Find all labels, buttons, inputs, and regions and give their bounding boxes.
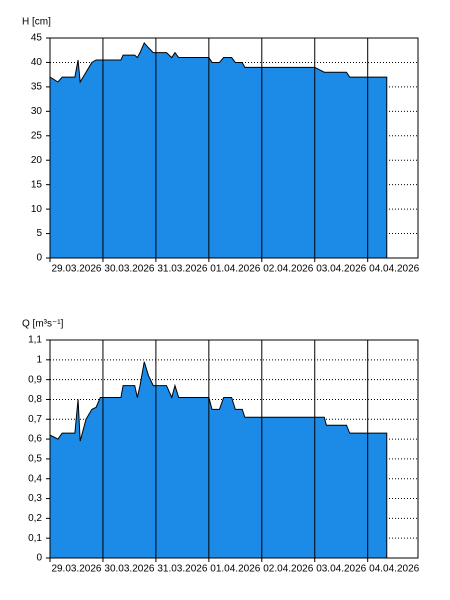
x-tick-label: 02.04.2026 [263,264,313,275]
y-tick-label: 30 [31,106,43,117]
x-tick-label: 29.03.2026 [51,564,101,575]
y-tick-label: 0,5 [28,454,42,465]
y-tick-label: 25 [31,130,43,141]
x-tick-label: 31.03.2026 [157,564,207,575]
x-tick-label: 03.04.2026 [316,564,366,575]
y-tick-label: 10 [31,204,43,215]
y-tick-label: 0,1 [28,533,42,544]
x-tick-label: 02.04.2026 [263,564,313,575]
x-tick-label: 30.03.2026 [104,564,154,575]
y-tick-label: 0 [36,253,42,264]
y-tick-label: 0,8 [28,394,42,405]
y-tick-label: 45 [31,33,43,44]
x-tick-label: 01.04.2026 [210,564,260,575]
y-tick-label: 1,1 [28,335,42,346]
y-tick-label: 0,2 [28,513,42,524]
x-tick-label: 03.04.2026 [316,264,366,275]
y-axis-label: Q [m³s⁻¹] [22,319,64,330]
x-tick-label: 04.04.2026 [369,564,419,575]
x-tick-label: 30.03.2026 [104,264,154,275]
y-tick-label: 0,7 [28,414,42,425]
y-tick-label: 0,4 [28,473,42,484]
y-tick-label: 35 [31,82,43,93]
y-tick-label: 40 [31,57,43,68]
x-tick-label: 04.04.2026 [369,264,419,275]
plot-frame [49,37,419,259]
y-tick-label: 15 [31,179,43,190]
y-axis-label: H [cm] [22,17,51,28]
x-tick-label: 31.03.2026 [157,264,207,275]
area [49,41,388,259]
y-tick-label: 20 [31,155,43,166]
y-tick-label: 0,9 [28,374,42,385]
area [49,361,388,559]
y-tick-label: 5 [36,228,42,239]
y-tick-label: 0 [36,553,42,564]
y-tick-label: 0,3 [28,493,42,504]
plot-frame [49,339,419,559]
y-tick-label: 1 [36,354,42,365]
y-tick-label: 0,6 [28,434,42,445]
x-tick-label: 01.04.2026 [210,264,260,275]
x-tick-label: 29.03.2026 [51,264,101,275]
